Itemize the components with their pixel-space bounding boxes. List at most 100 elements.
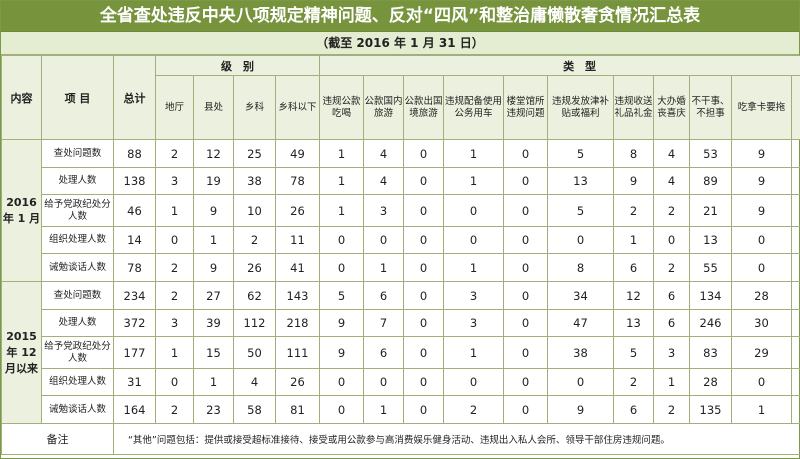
table-cell: 0: [403, 309, 444, 337]
table-cell: 4: [363, 139, 404, 168]
header-category-col: 其它: [790, 75, 800, 140]
table-cell: 138: [113, 167, 156, 195]
table-cell: 38: [547, 336, 614, 369]
header-category-col: 大办婚丧喜庆: [653, 75, 690, 140]
table-cell: 3: [790, 336, 800, 369]
group-label: 2016 年 1 月: [1, 139, 42, 282]
table-cell: 4: [233, 368, 276, 396]
table-cell: 8: [790, 395, 800, 424]
table-cell: 5: [613, 336, 654, 369]
table-cell: 234: [113, 281, 156, 310]
table-cell: 0: [503, 395, 548, 424]
table-cell: 6: [653, 309, 690, 337]
table-row: 给予党政纪处分人数1771155011196010385383293: [2, 336, 800, 369]
table-cell: 0: [363, 226, 404, 254]
table-cell: 26: [275, 368, 320, 396]
table-cell: 0: [319, 368, 364, 396]
table-cell: 3: [790, 194, 800, 227]
table-cell: 0: [653, 226, 690, 254]
table-cell: 2: [155, 139, 194, 168]
row-item-label: 查处问题数: [41, 139, 114, 168]
table-cell: 1: [193, 226, 234, 254]
header-category-col: 不干事、不担事: [689, 75, 732, 140]
header-category-col: 违规收送礼品礼金: [613, 75, 654, 140]
header-level-col: 乡科: [233, 75, 276, 140]
table-cell: 0: [503, 167, 548, 195]
table-cell: 0: [503, 336, 548, 369]
table-cell: 0: [403, 395, 444, 424]
header-category-col: 公款出国境旅游: [403, 75, 444, 140]
table-cell: 3: [443, 281, 504, 310]
table-row: 处理人数13831938781401013948998: [2, 167, 800, 195]
table-cell: 0: [503, 194, 548, 227]
table-cell: 1: [731, 395, 792, 424]
header-level: 级 别: [155, 55, 320, 76]
table-cell: 0: [403, 167, 444, 195]
table-cell: 28: [731, 281, 792, 310]
table-cell: 0: [403, 368, 444, 396]
table-cell: 6: [613, 253, 654, 282]
table-cell: 177: [113, 336, 156, 369]
table-cell: 8: [790, 167, 800, 195]
table-cell: 0: [547, 226, 614, 254]
row-item-label: 组织处理人数: [41, 368, 114, 396]
table-cell: 0: [547, 368, 614, 396]
table-cell: 13: [613, 309, 654, 337]
table-cell: 27: [193, 281, 234, 310]
table-cell: 5: [547, 139, 614, 168]
table-cell: 2: [155, 281, 194, 310]
table-cell: 3: [443, 309, 504, 337]
table-cell: 11: [790, 309, 800, 337]
header-level-col: 地厅: [155, 75, 194, 140]
table-cell: 46: [113, 194, 156, 227]
table-cell: 12: [193, 139, 234, 168]
table-cell: 112: [233, 309, 276, 337]
table-cell: 1: [443, 167, 504, 195]
table-cell: 9: [731, 167, 792, 195]
row-item-label: 查处问题数: [41, 281, 114, 310]
table-cell: 0: [790, 226, 800, 254]
table-cell: 9: [731, 194, 792, 227]
table-cell: 38: [233, 167, 276, 195]
table-cell: 0: [155, 226, 194, 254]
table-cell: 164: [113, 395, 156, 424]
table-cell: 0: [403, 253, 444, 282]
group-label: 2015 年 12 月以来: [1, 281, 42, 424]
table-cell: 13: [547, 167, 614, 195]
table-cell: 1: [653, 368, 690, 396]
row-item-label: 给予党政纪处分人数: [41, 194, 114, 227]
table-row: 2016 年 1 月查处问题数882122549140105845393: [1, 139, 800, 282]
row-item-label: 处理人数: [41, 309, 114, 337]
table-cell: 10: [233, 194, 276, 227]
table-cell: 3: [155, 309, 194, 337]
table-cell: 2: [155, 253, 194, 282]
table-row: 诫勉谈话人数78292641010108625505: [2, 253, 800, 282]
table-cell: 1: [363, 395, 404, 424]
table-cell: 0: [403, 281, 444, 310]
table-cell: 6: [363, 336, 404, 369]
table-cell: 0: [503, 281, 548, 310]
header-total: 总计: [113, 55, 156, 140]
table-cell: 2: [653, 194, 690, 227]
table-cell: 1: [443, 253, 504, 282]
table-cell: 26: [275, 194, 320, 227]
summary-table: 内容 项 目 总计 级 别 类 型 地厅 县处 乡科 乡科以下 违规公款吃喝 公款国内旅游…: [1, 55, 800, 455]
table-cell: 78: [113, 253, 156, 282]
row-item-label: 诫勉谈话人数: [41, 395, 114, 424]
header-category-col: 吃拿卡要拖: [731, 75, 792, 140]
table-row: 给予党政纪处分人数46191026130005222193: [2, 194, 800, 227]
header-category-col: 违规公款吃喝: [319, 75, 364, 140]
table-cell: 19: [193, 167, 234, 195]
table-cell: 0: [443, 226, 504, 254]
table-cell: 1: [155, 194, 194, 227]
header-level-col: 县处: [193, 75, 234, 140]
table-cell: 47: [547, 309, 614, 337]
table-row: 2015 年 12 月以来 查处问题数 234 2 27 62 143 5 6 0 3 0 34 12 6 1…: [1, 281, 800, 424]
table-cell: 3: [155, 167, 194, 195]
table-cell: 0: [503, 368, 548, 396]
table-cell: 0: [403, 336, 444, 369]
table-cell: 8: [547, 253, 614, 282]
table-cell: 34: [547, 281, 614, 310]
table-cell: 25: [233, 139, 276, 168]
